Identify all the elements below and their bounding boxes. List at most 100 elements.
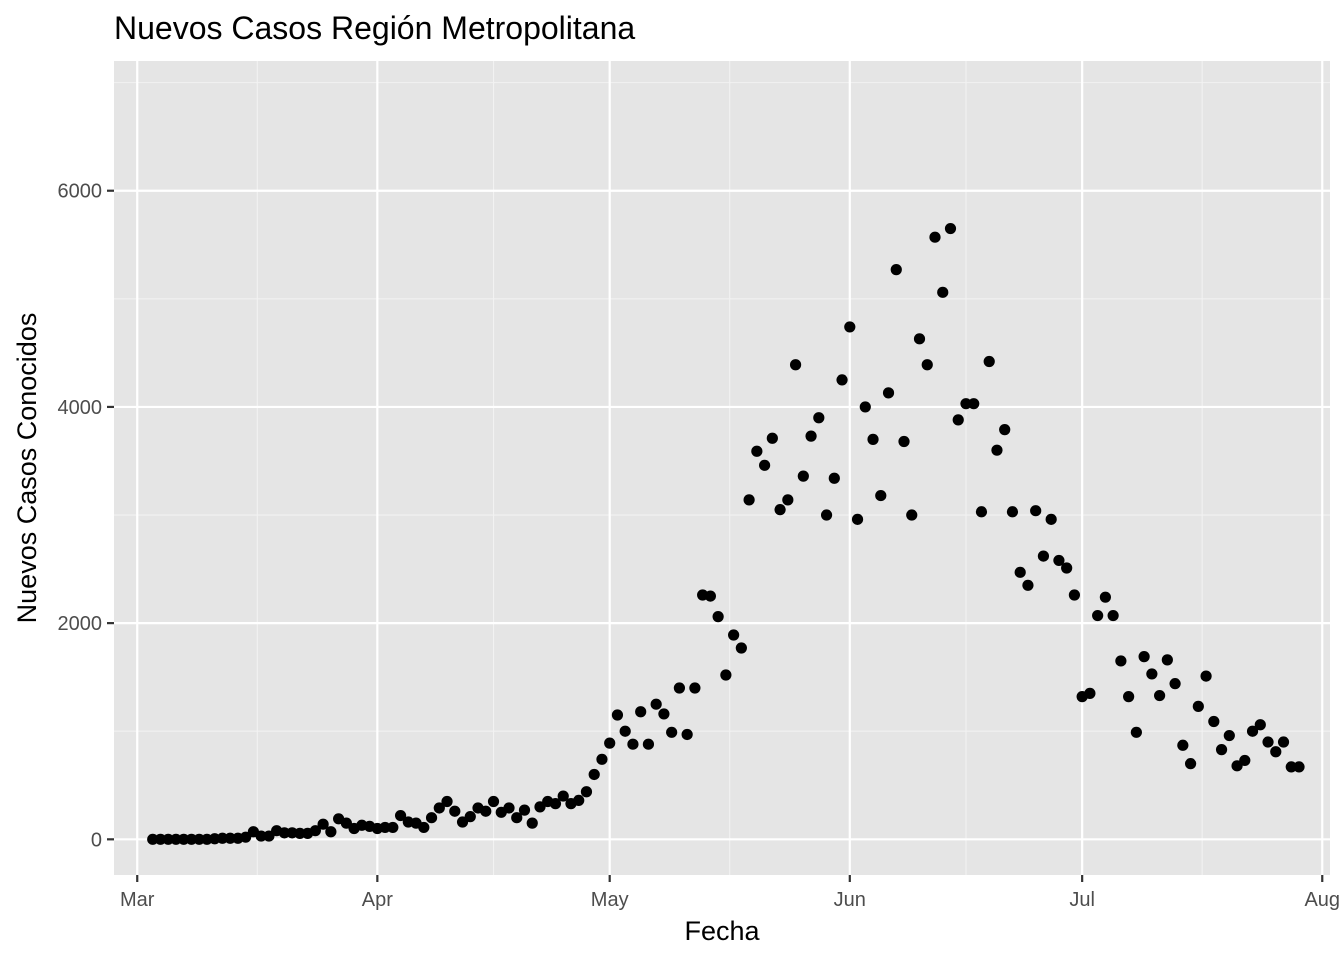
data-point bbox=[162, 833, 174, 845]
data-point bbox=[611, 709, 624, 721]
data-point bbox=[975, 506, 988, 518]
data-point bbox=[1161, 654, 1173, 666]
data-point bbox=[1154, 689, 1166, 702]
data-point bbox=[1184, 758, 1197, 770]
x-axis: Mar Apr May Jun Jul Aug bbox=[120, 875, 1340, 911]
data-point bbox=[487, 795, 500, 808]
data-point bbox=[944, 222, 957, 235]
data-point bbox=[317, 818, 329, 830]
data-point bbox=[1061, 562, 1073, 574]
data-point bbox=[1115, 655, 1127, 667]
data-point bbox=[689, 682, 701, 694]
data-point bbox=[619, 725, 631, 737]
data-point bbox=[635, 706, 647, 718]
data-point bbox=[712, 611, 724, 623]
data-point bbox=[1285, 761, 1297, 773]
data-point bbox=[449, 805, 461, 817]
data-point bbox=[1208, 715, 1220, 728]
data-points bbox=[147, 222, 1305, 845]
data-point bbox=[433, 802, 445, 814]
data-point bbox=[820, 509, 833, 521]
data-point bbox=[1037, 550, 1050, 562]
data-point bbox=[1092, 609, 1104, 622]
data-point bbox=[325, 826, 337, 838]
data-point bbox=[147, 833, 159, 845]
data-point bbox=[1084, 687, 1096, 699]
data-point bbox=[650, 698, 662, 710]
data-point bbox=[418, 821, 430, 834]
data-point bbox=[1130, 726, 1142, 738]
data-point bbox=[1246, 725, 1259, 737]
data-point bbox=[758, 459, 771, 471]
y-axis-title: Nuevos Casos Conocidos bbox=[12, 313, 42, 624]
data-point bbox=[1099, 591, 1111, 603]
data-point bbox=[882, 387, 895, 399]
data-point bbox=[193, 833, 205, 845]
data-point bbox=[1262, 736, 1274, 748]
data-point bbox=[1277, 736, 1290, 748]
data-point bbox=[387, 821, 399, 834]
data-point bbox=[178, 833, 190, 845]
data-point bbox=[1239, 754, 1251, 767]
data-point bbox=[913, 333, 926, 345]
data-point bbox=[751, 445, 763, 457]
data-point bbox=[1293, 761, 1305, 773]
y-tick-label: 2000 bbox=[58, 613, 103, 635]
data-point bbox=[991, 444, 1003, 456]
data-point bbox=[464, 811, 476, 823]
data-point bbox=[1192, 700, 1204, 712]
data-point bbox=[1200, 670, 1212, 682]
data-point bbox=[441, 795, 453, 808]
data-point bbox=[580, 786, 593, 798]
data-point bbox=[518, 804, 531, 816]
data-point bbox=[170, 833, 182, 845]
data-point bbox=[720, 669, 732, 681]
data-point bbox=[294, 827, 306, 839]
data-point bbox=[1146, 668, 1158, 680]
data-point bbox=[1123, 691, 1135, 703]
data-point bbox=[1068, 589, 1081, 601]
x-tick-label: Mar bbox=[120, 889, 155, 911]
x-tick-label: May bbox=[591, 889, 629, 911]
data-point bbox=[480, 805, 492, 817]
data-point bbox=[1053, 554, 1065, 567]
data-point bbox=[573, 794, 585, 807]
data-point bbox=[766, 432, 778, 444]
data-point bbox=[859, 401, 871, 413]
data-point bbox=[511, 812, 523, 824]
data-point bbox=[681, 728, 693, 741]
data-point bbox=[1045, 513, 1057, 525]
data-point bbox=[921, 359, 933, 371]
data-point bbox=[952, 414, 964, 426]
data-point bbox=[627, 738, 639, 750]
data-point bbox=[216, 832, 229, 844]
data-point bbox=[937, 286, 949, 298]
data-point bbox=[1138, 651, 1150, 663]
data-point bbox=[658, 708, 670, 720]
data-point bbox=[898, 435, 910, 448]
data-point bbox=[735, 642, 747, 654]
data-point bbox=[890, 264, 902, 276]
data-point bbox=[728, 629, 740, 641]
data-point bbox=[394, 809, 407, 822]
x-tick-label: Apr bbox=[362, 889, 393, 911]
data-point bbox=[828, 472, 840, 484]
data-point bbox=[596, 753, 608, 765]
data-point bbox=[1107, 609, 1119, 622]
data-point bbox=[844, 321, 856, 333]
data-point bbox=[154, 833, 167, 845]
chart-title: Nuevos Casos Región Metropolitana bbox=[114, 10, 635, 46]
plot-panel bbox=[114, 61, 1330, 875]
data-point bbox=[1014, 566, 1026, 578]
data-point bbox=[704, 590, 716, 602]
x-tick-label: Jun bbox=[834, 889, 866, 911]
data-point bbox=[836, 374, 848, 386]
data-point bbox=[851, 513, 864, 525]
data-point bbox=[549, 798, 562, 810]
y-axis: 0 2000 4000 6000 bbox=[58, 181, 114, 851]
y-tick-label: 6000 bbox=[58, 181, 103, 203]
x-tick-label: Jul bbox=[1069, 889, 1095, 911]
data-point bbox=[1169, 678, 1181, 690]
data-point bbox=[797, 470, 809, 482]
